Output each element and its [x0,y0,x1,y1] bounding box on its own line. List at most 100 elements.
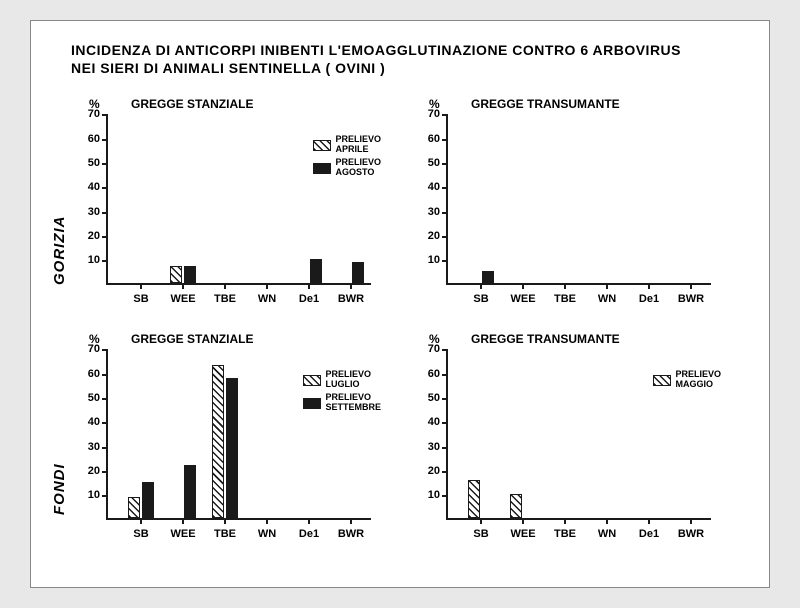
y-tick [442,114,448,116]
x-tick-label: WN [598,528,616,540]
y-tick [442,495,448,497]
y-tick-label: 30 [418,206,440,218]
bar-solid [482,271,494,283]
title-line-1: INCIDENZA DI ANTICORPI INIBENTI L'EMOAGG… [71,42,681,58]
legend-item: PRELIEVOSETTEMBRE [303,393,381,413]
x-tick-label: SB [133,528,148,540]
x-tick-label: WN [258,528,276,540]
y-tick-label: 20 [78,230,100,242]
bar-hatched [128,497,140,519]
figure-title: INCIDENZA DI ANTICORPI INIBENTI L'EMOAGG… [71,41,749,77]
y-tick-label: 50 [78,392,100,404]
y-tick-label: 20 [418,465,440,477]
panel-subtitle: GREGGE STANZIALE [131,332,253,346]
y-tick-label: 60 [78,368,100,380]
x-tick [480,518,482,524]
x-tick [266,518,268,524]
legend-item: PRELIEVOLUGLIO [303,370,381,390]
legend-item: PRELIEVOAPRILE [313,135,381,155]
title-line-2: NEI SIERI DI ANIMALI SENTINELLA ( OVINI … [71,60,385,76]
panel-gorizia-transumante: %GREGGE TRANSUMANTE10203040506070SBWEETB… [411,95,731,315]
y-tick-label: 60 [418,368,440,380]
x-tick-label: De1 [639,293,659,305]
bar-solid [142,482,154,518]
bar-solid [184,266,196,283]
x-tick [480,283,482,289]
legend-label: PRELIEVOMAGGIO [675,370,721,390]
x-tick-label: SB [133,293,148,305]
y-tick [102,163,108,165]
x-tick-label: BWR [338,293,364,305]
x-tick-label: De1 [299,528,319,540]
figure-frame: INCIDENZA DI ANTICORPI INIBENTI L'EMOAGG… [30,20,770,588]
x-tick-label: TBE [554,528,576,540]
x-tick-label: SB [473,528,488,540]
y-tick-label: 50 [78,157,100,169]
x-tick [140,283,142,289]
y-tick-label: 40 [78,181,100,193]
y-tick [102,398,108,400]
panel-gorizia-stanziale: %GREGGE STANZIALE10203040506070SBWEETBEW… [71,95,391,315]
x-tick-label: WEE [170,528,195,540]
x-tick-label: BWR [678,528,704,540]
y-tick-label: 40 [78,416,100,428]
y-tick-label: 20 [418,230,440,242]
y-tick [102,349,108,351]
x-tick [564,518,566,524]
y-tick-label: 30 [78,441,100,453]
panel-fondi-stanziale: %GREGGE STANZIALE10203040506070SBWEETBEW… [71,330,391,550]
legend: PRELIEVOAPRILE PRELIEVOAGOSTO [313,135,381,181]
legend: PRELIEVOLUGLIO PRELIEVOSETTEMBRE [303,370,381,416]
row-label-fondi: FONDI [51,464,68,516]
y-tick-label: 10 [418,489,440,501]
y-tick-label: 20 [78,465,100,477]
panel-subtitle: GREGGE TRANSUMANTE [471,97,620,111]
y-tick-label: 40 [418,181,440,193]
y-tick [102,374,108,376]
y-tick-label: 70 [78,108,100,120]
bar-hatched [170,266,182,283]
y-tick [442,260,448,262]
y-tick [102,422,108,424]
legend-swatch-solid [313,163,331,174]
y-tick [442,398,448,400]
chart-area: 10203040506070SBWEETBEWNDe1BWR [446,115,711,285]
y-tick [442,187,448,189]
panel-subtitle: GREGGE STANZIALE [131,97,253,111]
x-tick [350,518,352,524]
row-label-gorizia: GORIZIA [51,216,68,286]
x-tick [266,283,268,289]
y-tick-label: 60 [78,133,100,145]
legend: PRELIEVOMAGGIO [653,370,721,393]
legend-swatch-hatched [653,375,671,386]
legend-label: PRELIEVOAPRILE [335,135,381,155]
legend-label: PRELIEVOLUGLIO [325,370,371,390]
y-tick [442,236,448,238]
y-tick-label: 70 [418,108,440,120]
bar-solid [184,465,196,518]
y-tick [102,212,108,214]
legend-label: PRELIEVOSETTEMBRE [325,393,381,413]
y-tick [102,495,108,497]
panel-fondi-transumante: %GREGGE TRANSUMANTE10203040506070SBWEETB… [411,330,731,550]
y-tick-label: 10 [78,489,100,501]
x-tick [690,283,692,289]
x-tick [690,518,692,524]
legend-label: PRELIEVOAGOSTO [335,158,381,178]
legend-item: PRELIEVOMAGGIO [653,370,721,390]
x-tick-label: WN [598,293,616,305]
x-tick-label: WEE [510,293,535,305]
x-tick [308,283,310,289]
y-tick [442,422,448,424]
x-tick-label: TBE [214,528,236,540]
y-tick [442,374,448,376]
y-tick [102,471,108,473]
x-tick-label: TBE [554,293,576,305]
x-tick [224,518,226,524]
y-tick-label: 30 [418,441,440,453]
x-tick-label: TBE [214,293,236,305]
bar-solid [226,378,238,519]
x-tick-label: WN [258,293,276,305]
y-tick-label: 30 [78,206,100,218]
y-tick-label: 40 [418,416,440,428]
